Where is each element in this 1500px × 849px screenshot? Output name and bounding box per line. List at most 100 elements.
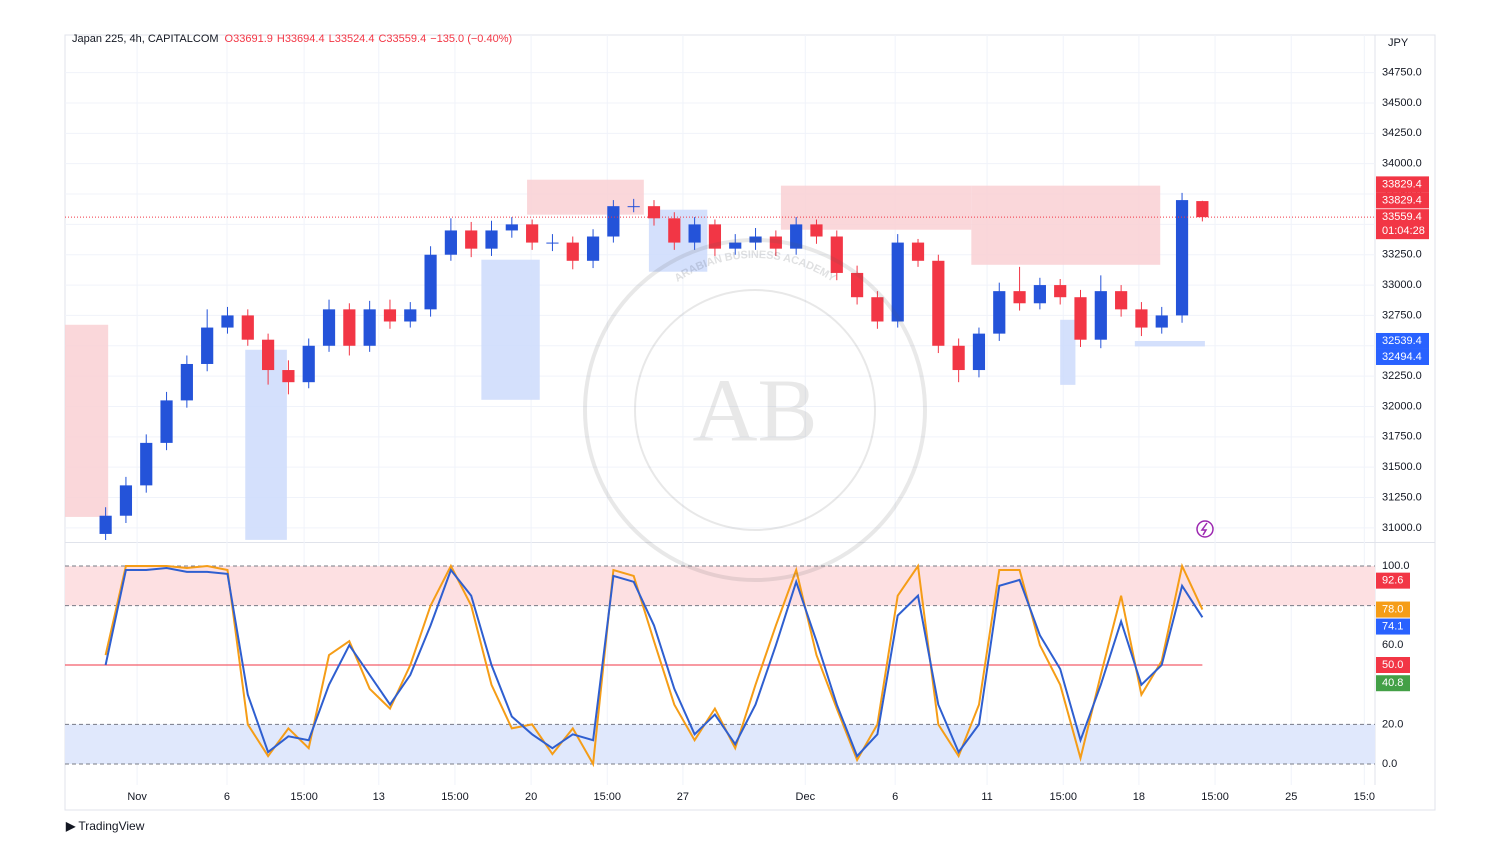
value-label: 74.1 [1382, 620, 1403, 632]
y-tick-label: 34500.0 [1382, 97, 1422, 109]
candle-body [830, 236, 843, 273]
candle-body [993, 291, 1006, 334]
x-tick-label: Nov [127, 791, 147, 803]
candle-body [1196, 201, 1209, 218]
candle-body [160, 400, 173, 443]
x-tick-label: 13 [373, 791, 385, 803]
value-label-box [1376, 601, 1410, 618]
candle-body [140, 442, 153, 486]
watermark-ring [583, 238, 927, 582]
candle-body [586, 236, 600, 261]
x-tick-label: 15:00 [1201, 791, 1229, 803]
y-tick-label: 34250.0 [1382, 127, 1422, 139]
y-tick-label: 32000.0 [1382, 400, 1422, 412]
candle-body [607, 206, 620, 237]
y-tick-label: 60.0 [1382, 639, 1403, 651]
candle-body [1115, 291, 1128, 310]
zone [245, 349, 287, 540]
zone [780, 185, 972, 230]
ohlc-close: C33559.4 [378, 33, 427, 45]
candle-body [891, 242, 904, 322]
candle-body [465, 230, 478, 249]
x-tick-label: 15:00 [290, 791, 318, 803]
candle-body [444, 230, 457, 255]
value-label: 40.8 [1382, 677, 1403, 689]
value-label-box [1376, 675, 1410, 692]
y-tick-label: 31000.0 [1382, 522, 1422, 534]
y-tick-label: 33250.0 [1382, 249, 1422, 261]
candle-body [424, 254, 437, 310]
candle-body [627, 206, 640, 208]
price-label: 32539.4 [1382, 335, 1422, 347]
price-label-box [1376, 348, 1429, 365]
x-tick-label: 15:00 [594, 791, 622, 803]
price-label-box [1376, 176, 1429, 193]
footer: ▶ TradingView [66, 819, 145, 833]
candle-body [952, 345, 965, 371]
candle-body [363, 309, 376, 346]
candle-body [485, 230, 498, 249]
x-tick-label: 11 [981, 791, 992, 803]
price-label: 33559.4 [1382, 211, 1422, 223]
candle-body [99, 515, 112, 534]
band [65, 565, 1375, 606]
oscillator-line [104, 566, 1204, 758]
price-label-box [1376, 332, 1429, 349]
candle-body [1054, 285, 1067, 298]
zone [481, 259, 540, 400]
symbol: Japan 225, 4h, CAPITALCOM [72, 33, 219, 45]
candle-body [1013, 291, 1026, 304]
zone [65, 324, 109, 517]
candle-body [201, 327, 214, 364]
candle-body [546, 242, 559, 244]
legend: Japan 225, 4h, CAPITALCOM O33691.9 H33694.… [72, 33, 516, 45]
candle-body [241, 315, 254, 340]
alert-icon[interactable] [1196, 520, 1214, 538]
y-tick-label: 32250.0 [1382, 370, 1422, 382]
x-tick-label: 6 [224, 791, 230, 803]
alert-bolt [1200, 522, 1208, 536]
x-tick-label: 18 [1133, 791, 1145, 803]
oscillator-line [104, 562, 1204, 768]
candle-body [668, 218, 681, 243]
level-label: 50.0 [1382, 659, 1403, 671]
candle-body [383, 309, 397, 322]
candle-body [708, 224, 722, 249]
zone [1134, 340, 1205, 347]
x-tick-label: Dec [796, 791, 816, 803]
y-tick-label: 34000.0 [1382, 158, 1422, 170]
watermark-initials: AB [692, 362, 817, 461]
candle-body [262, 339, 275, 371]
ohlc-high: H33694.4 [276, 33, 325, 45]
candle-body [932, 260, 945, 346]
candle-body [911, 242, 925, 261]
y-tick-label: 0.0 [1382, 758, 1397, 770]
value-label-box [1376, 618, 1410, 635]
value-label-box [1376, 572, 1410, 589]
candle-body [749, 236, 762, 243]
y-tick-label: 32750.0 [1382, 309, 1422, 321]
candle-body [505, 224, 518, 231]
candle-body [972, 333, 986, 371]
brand: TradingView [78, 819, 145, 833]
value-label: 78.0 [1382, 603, 1403, 615]
x-tick-label: 6 [892, 791, 898, 803]
candle-body [1155, 315, 1168, 328]
candle-body [322, 309, 336, 346]
value-label: 92.6 [1382, 575, 1403, 587]
x-tick-label: 25 [1285, 791, 1297, 803]
candle-body [180, 363, 193, 401]
ohlc-open: O33691.9 [224, 33, 273, 45]
candle-body [1135, 309, 1148, 328]
y-tick-label: 34750.0 [1382, 67, 1422, 79]
y-tick-label: 20.0 [1382, 718, 1403, 730]
price-label: 33829.4 [1382, 194, 1422, 206]
currency: JPY [1388, 37, 1409, 49]
candle-body [404, 309, 417, 322]
y-tick-label: 100.0 [1382, 560, 1410, 572]
candle-body [1175, 200, 1189, 316]
ohlc-change: −135.0 (−0.40%) [430, 33, 513, 45]
ohlc-low: L33524.4 [328, 33, 375, 45]
